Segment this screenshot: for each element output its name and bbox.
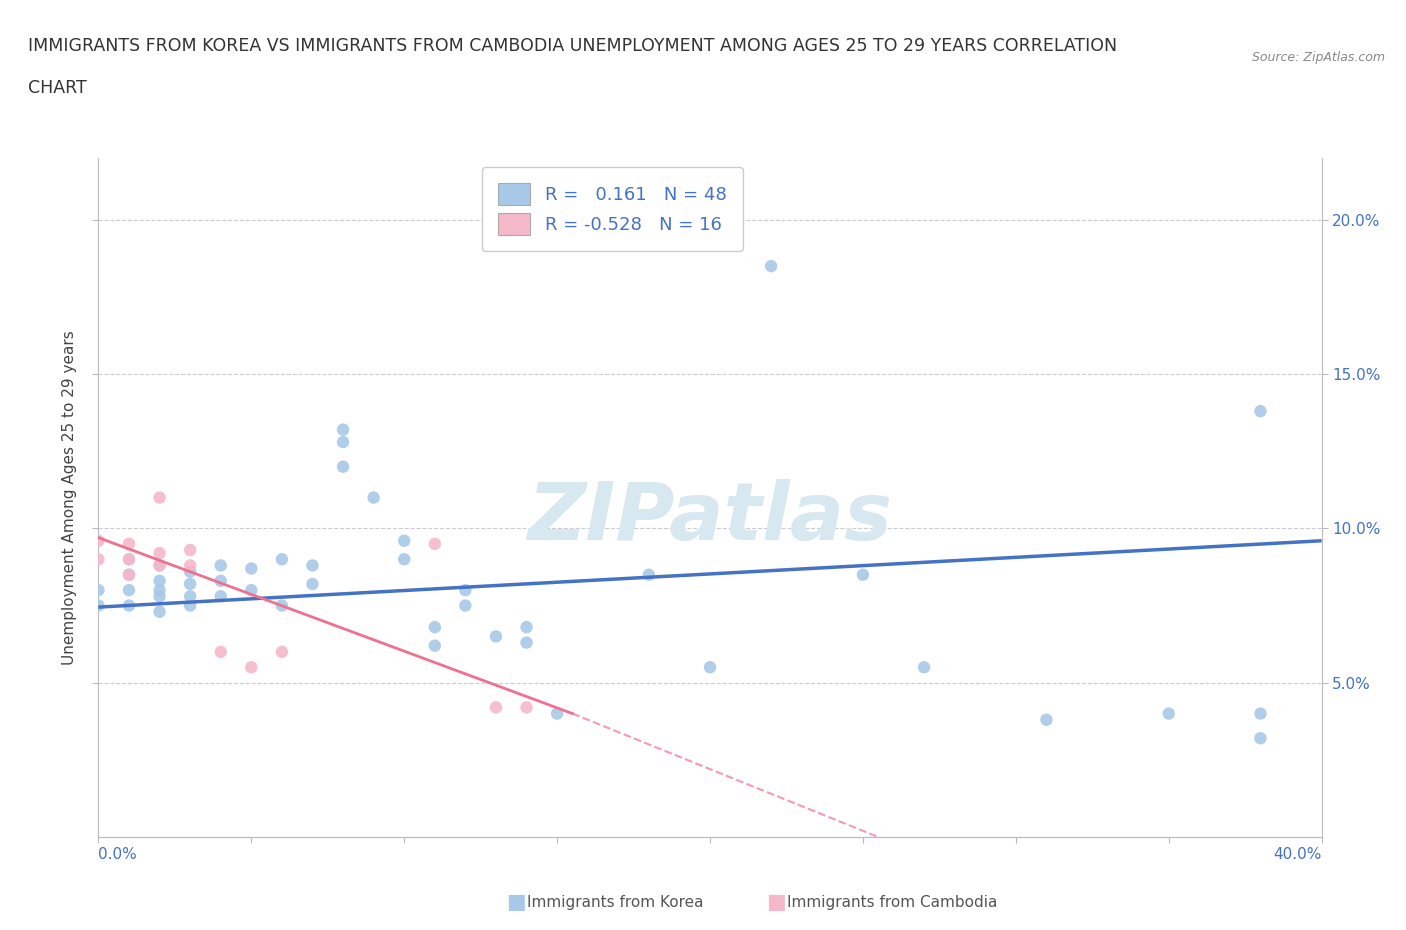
Point	[423, 537, 446, 551]
Point	[149, 490, 172, 505]
Point	[149, 589, 172, 604]
Point	[240, 561, 263, 576]
Point	[179, 542, 201, 557]
Point	[240, 583, 263, 598]
Point	[118, 567, 141, 582]
Point	[179, 589, 201, 604]
Text: 0.0%: 0.0%	[98, 847, 138, 862]
Text: 40.0%: 40.0%	[1274, 847, 1322, 862]
Text: ■: ■	[506, 892, 526, 912]
Point	[270, 551, 292, 566]
Point	[87, 551, 110, 566]
Text: IMMIGRANTS FROM KOREA VS IMMIGRANTS FROM CAMBODIA UNEMPLOYMENT AMONG AGES 25 TO : IMMIGRANTS FROM KOREA VS IMMIGRANTS FROM…	[28, 37, 1118, 55]
Point	[209, 574, 232, 589]
Point	[149, 583, 172, 598]
Point	[332, 459, 354, 474]
Point	[149, 558, 172, 573]
Point	[149, 574, 172, 589]
Point	[149, 558, 172, 573]
Point	[118, 598, 141, 613]
Text: CHART: CHART	[28, 79, 87, 97]
Point	[209, 558, 232, 573]
Point	[149, 546, 172, 561]
Point	[149, 604, 172, 619]
Text: Source: ZipAtlas.com: Source: ZipAtlas.com	[1251, 51, 1385, 64]
Y-axis label: Unemployment Among Ages 25 to 29 years: Unemployment Among Ages 25 to 29 years	[62, 330, 77, 665]
Point	[516, 635, 538, 650]
Point	[1249, 731, 1271, 746]
Point	[699, 660, 721, 675]
Point	[332, 434, 354, 449]
Point	[87, 598, 110, 613]
Point	[912, 660, 935, 675]
Point	[209, 644, 232, 659]
Point	[485, 700, 508, 715]
Point	[392, 551, 416, 566]
Point	[759, 259, 782, 273]
Point	[87, 533, 110, 548]
Point	[516, 619, 538, 634]
Point	[392, 533, 416, 548]
Point	[516, 700, 538, 715]
Legend: R =   0.161   N = 48, R = -0.528   N = 16: R = 0.161 N = 48, R = -0.528 N = 16	[482, 167, 742, 251]
Point	[179, 598, 201, 613]
Point	[1157, 706, 1180, 721]
Text: Immigrants from Cambodia: Immigrants from Cambodia	[787, 895, 998, 910]
Point	[87, 583, 110, 598]
Point	[454, 583, 477, 598]
Text: ■: ■	[766, 892, 786, 912]
Point	[118, 583, 141, 598]
Point	[485, 629, 508, 644]
Point	[118, 537, 141, 551]
Point	[852, 567, 875, 582]
Point	[423, 638, 446, 653]
Point	[363, 490, 385, 505]
Point	[1249, 404, 1271, 418]
Point	[270, 598, 292, 613]
Point	[179, 577, 201, 591]
Point	[454, 598, 477, 613]
Point	[1249, 706, 1271, 721]
Point	[240, 660, 263, 675]
Text: ZIPatlas: ZIPatlas	[527, 479, 893, 557]
Point	[637, 567, 661, 582]
Point	[118, 567, 141, 582]
Point	[179, 565, 201, 579]
Point	[179, 558, 201, 573]
Point	[118, 551, 141, 566]
Point	[270, 644, 292, 659]
Point	[209, 589, 232, 604]
Point	[423, 619, 446, 634]
Point	[301, 577, 323, 591]
Text: Immigrants from Korea: Immigrants from Korea	[527, 895, 704, 910]
Point	[301, 558, 323, 573]
Point	[118, 551, 141, 566]
Point	[1035, 712, 1057, 727]
Point	[546, 706, 568, 721]
Point	[332, 422, 354, 437]
